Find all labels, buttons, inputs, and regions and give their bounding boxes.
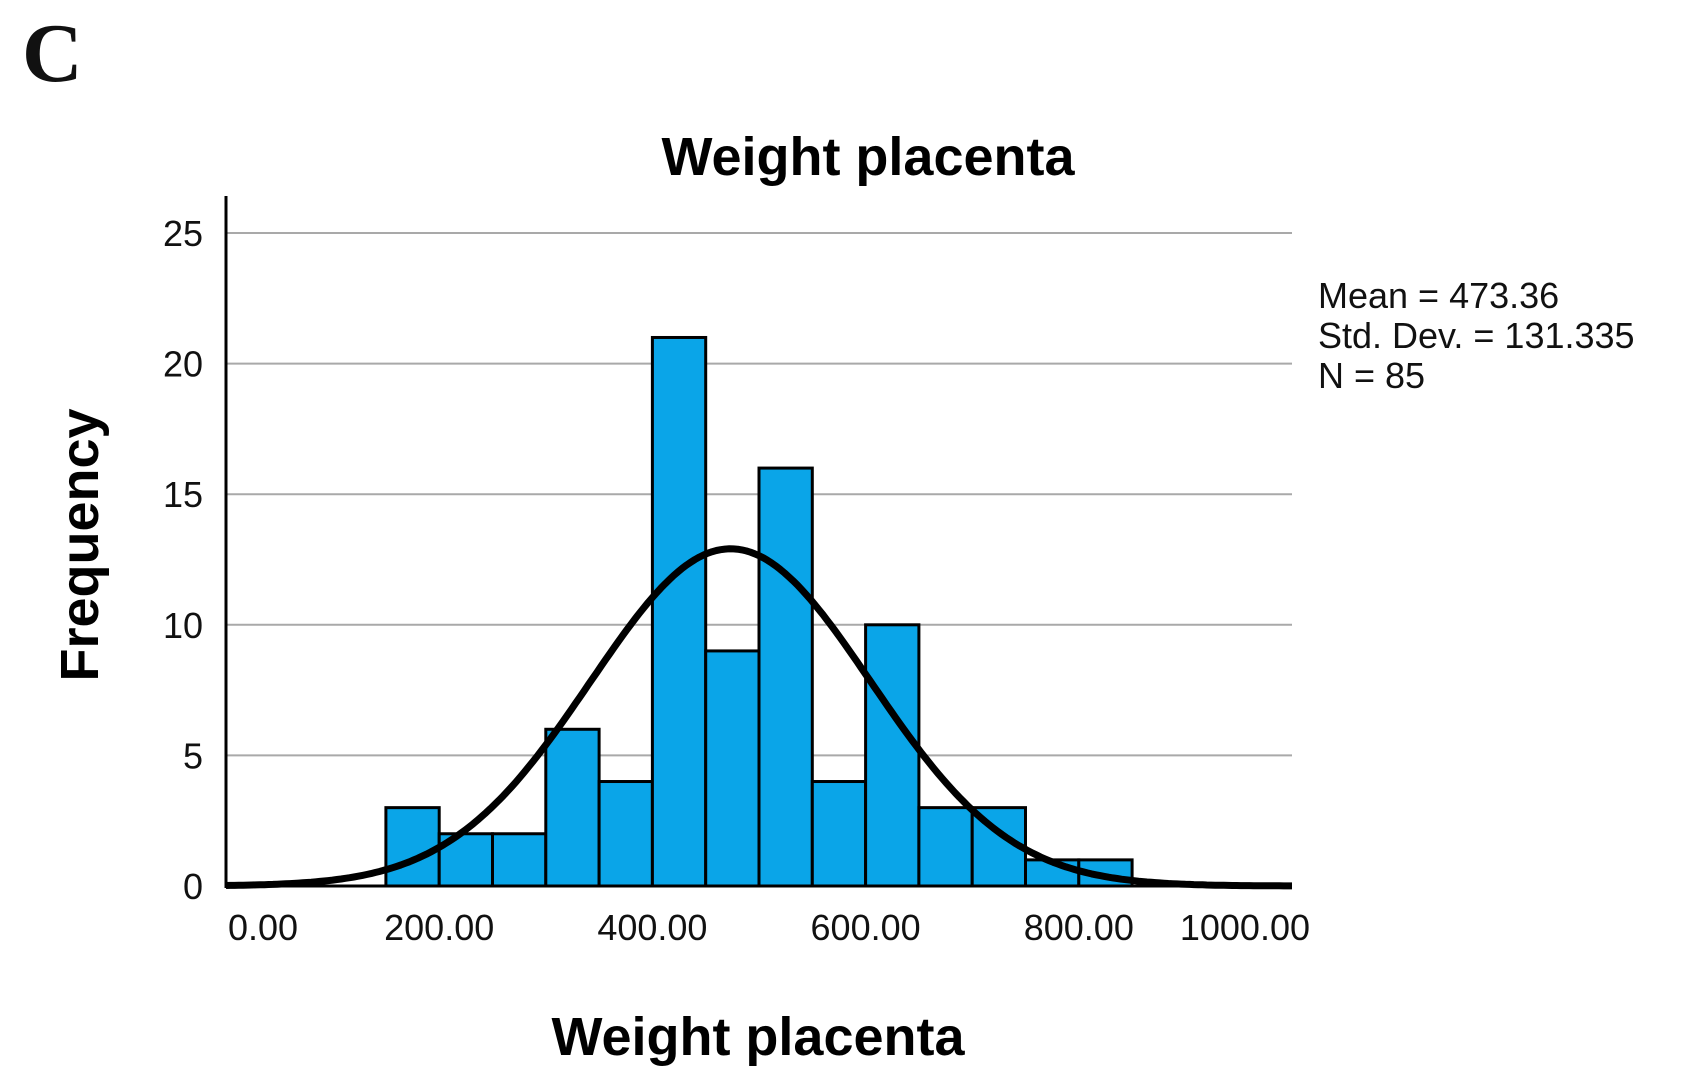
histogram-bar <box>917 806 974 888</box>
chart-text: Weight placenta Weight placenta Frequenc… <box>50 127 1635 1067</box>
histogram-bar <box>704 649 761 888</box>
histogram-bar <box>384 806 441 888</box>
panel-label: C <box>22 7 83 100</box>
y-tick-label: 25 <box>163 213 203 254</box>
histogram-bar <box>864 623 921 888</box>
histogram-bar <box>650 335 708 888</box>
histogram-bar <box>544 727 601 888</box>
y-tick-label: 0 <box>183 866 203 907</box>
normal-curve <box>225 545 1292 890</box>
x-tick-label: 800.00 <box>1024 907 1134 948</box>
y-tick-label: 5 <box>183 735 203 776</box>
y-tick-label: 10 <box>163 605 203 646</box>
normal-curve-layer <box>225 545 1292 890</box>
x-tick-label: 600.00 <box>811 907 921 948</box>
x-tick-label: 0.00 <box>228 907 298 948</box>
stats-mean: Mean = 473.36 <box>1318 275 1559 316</box>
stats-std-dev: Std. Dev. = 131.335 <box>1318 315 1635 356</box>
y-axis-title: Frequency <box>50 408 110 681</box>
histogram-bar <box>810 780 868 888</box>
y-tick-label: 15 <box>163 474 203 515</box>
histogram-bar <box>491 832 548 888</box>
histogram-bar <box>597 780 654 888</box>
x-tick-label: 1000.00 <box>1180 907 1310 948</box>
x-axis-title: Weight placenta <box>551 1007 965 1067</box>
histogram-bar <box>757 466 814 888</box>
x-tick-label: 400.00 <box>597 907 707 948</box>
x-tick-label: 200.00 <box>384 907 494 948</box>
stats-n: N = 85 <box>1318 355 1425 396</box>
chart-title: Weight placenta <box>661 127 1075 187</box>
axes: 0 5 10 15 20 25 0.00 200.00 400.00 600.00 800.00 10… <box>163 196 1310 948</box>
y-tick-label: 20 <box>163 344 203 385</box>
